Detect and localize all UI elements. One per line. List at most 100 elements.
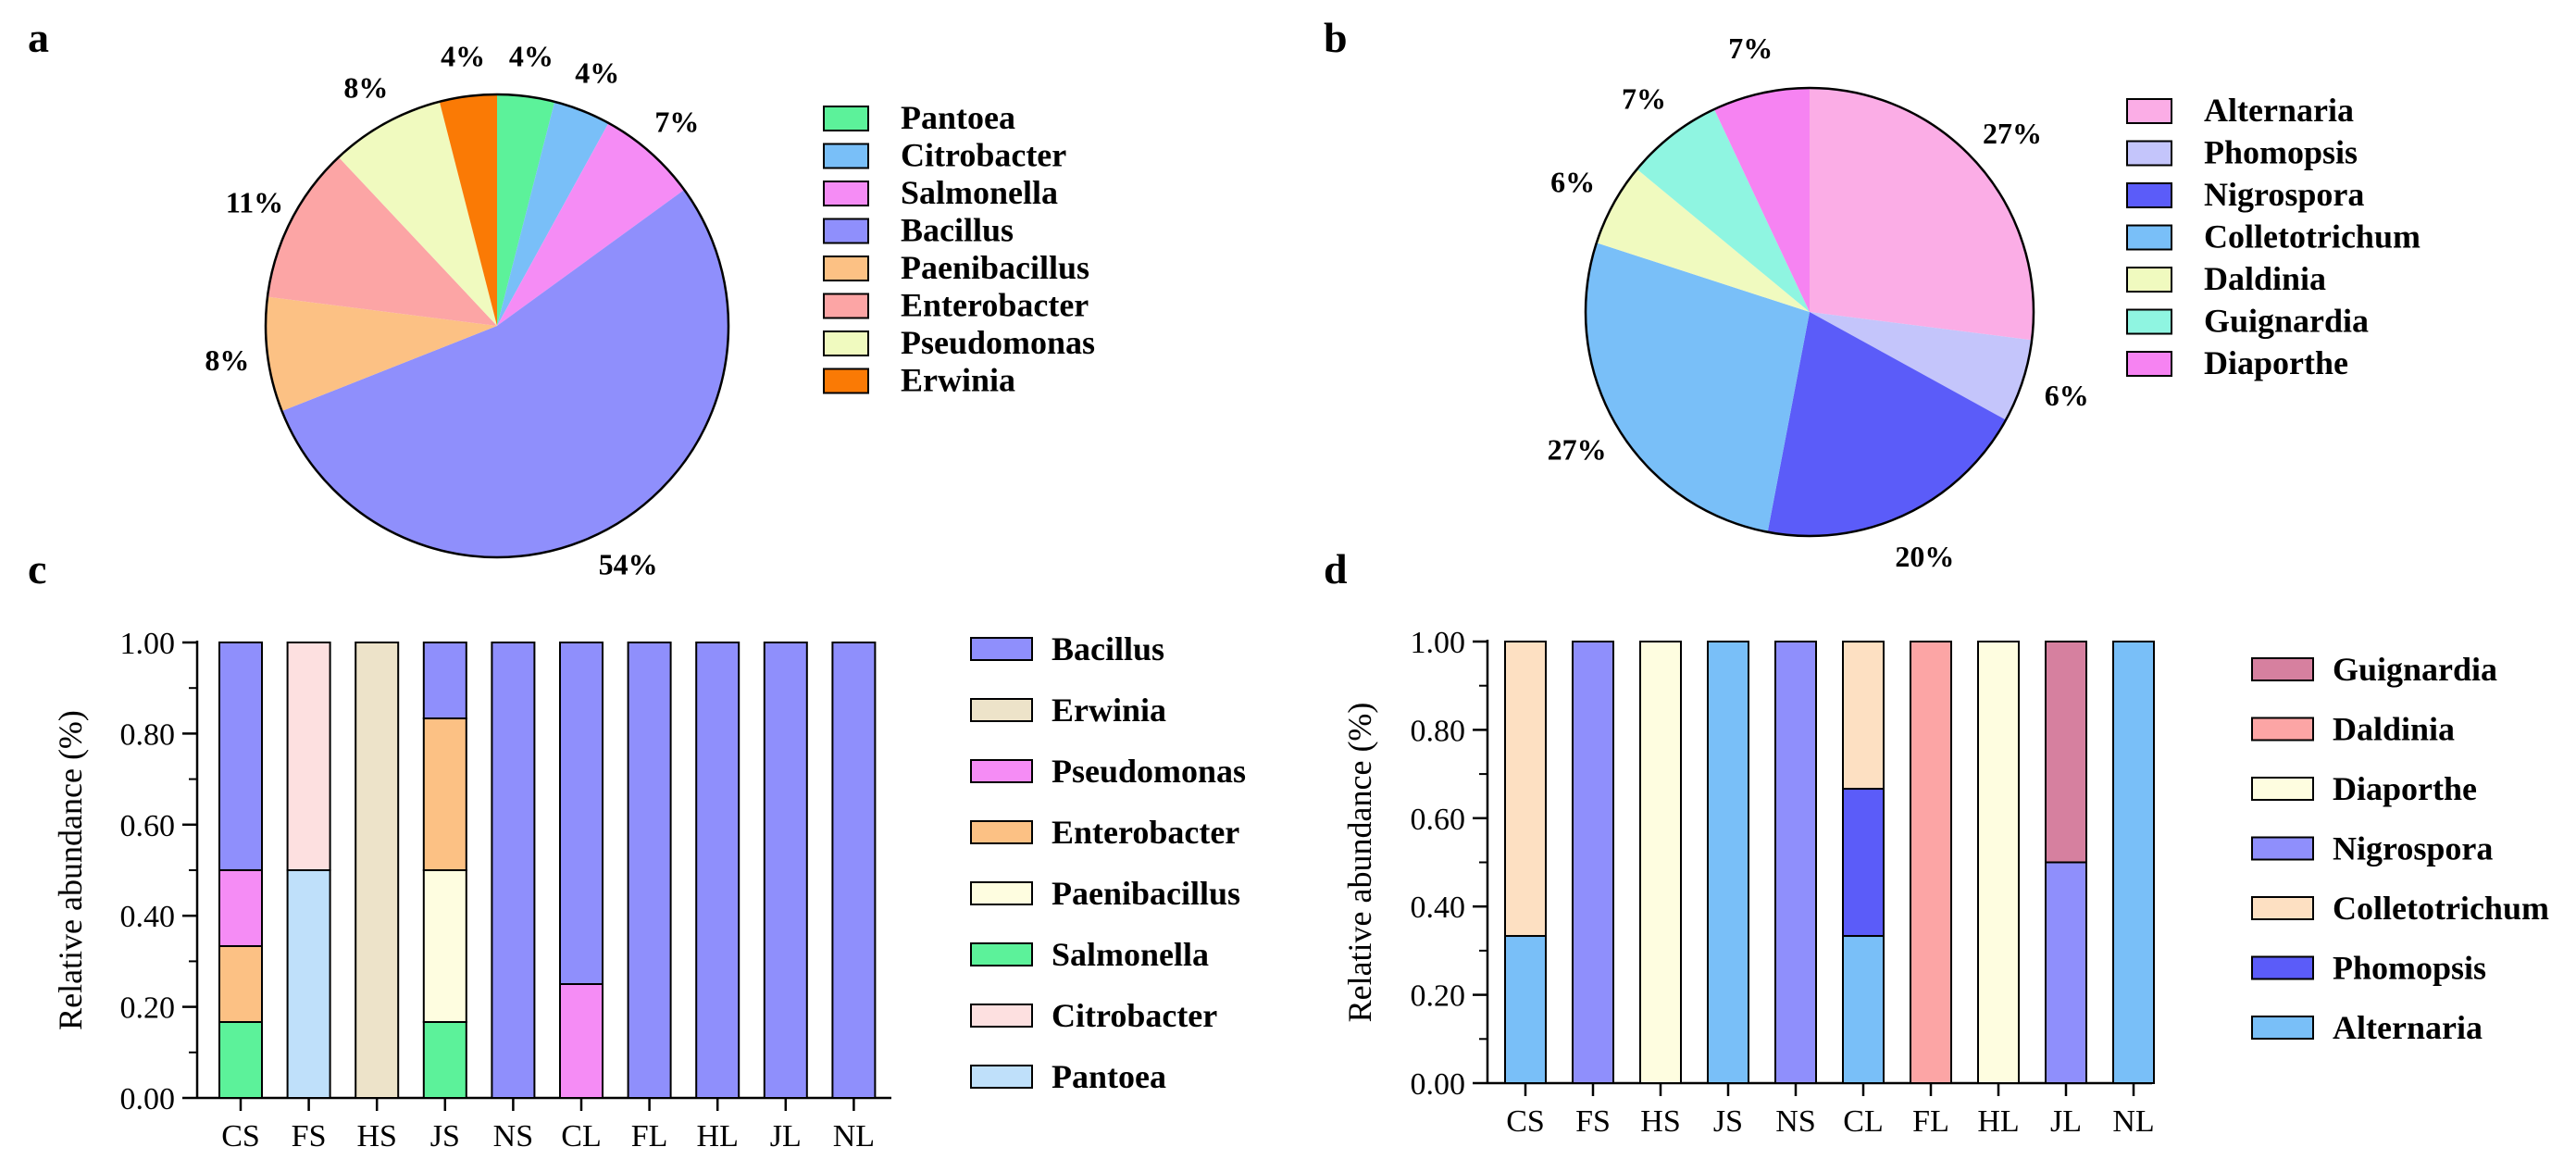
legend-swatch-phomopsis	[2251, 955, 2314, 980]
legend-label-paenibacillus: Paenibacillus	[1052, 875, 1240, 912]
y-tick-label: 0.20	[120, 991, 176, 1026]
bar-segment-bacillus	[763, 642, 808, 1099]
legend-label-diaporthe: Diaporthe	[2333, 770, 2477, 807]
legend-swatch-colletotrichum	[2251, 896, 2314, 920]
y-tick-label: 0.60	[1411, 803, 1466, 837]
legend-label-daldinia: Daldinia	[2333, 711, 2455, 748]
x-tick-label-hs: HS	[356, 1119, 396, 1153]
bar-segment-bacillus	[831, 642, 877, 1099]
pie-data-label-alternaria: 27%	[1983, 117, 2042, 150]
legend-swatch-erwinia	[823, 368, 869, 394]
x-tick-label-fs: FS	[1575, 1104, 1611, 1139]
legend-label-paenibacillus: Paenibacillus	[901, 249, 1089, 286]
pie-data-label-bacillus: 54%	[599, 548, 658, 581]
bar-segment-diaporthe	[1977, 641, 2020, 1084]
legend-swatch-nigrospora	[2251, 836, 2314, 861]
legend-swatch-pantoea	[970, 1065, 1033, 1089]
bar-segment-salmonella	[218, 1020, 263, 1100]
legend-label-citrobacter: Citrobacter	[901, 137, 1066, 174]
pie-data-label-nigrospora: 20%	[1895, 540, 1954, 573]
bar-segment-guignardia	[2045, 641, 2087, 864]
pie-data-label-erwinia: 4%	[441, 39, 485, 72]
legend-label-nigrospora: Nigrospora	[2333, 830, 2493, 867]
bar-segment-phomopsis	[1842, 788, 1885, 938]
stacked-bar-chart-bacteria: 0.00 0.20 0.40 0.60 0.80 1.00 Relative abundan…	[52, 627, 1246, 1153]
pie-data-label-phomopsis: 6%	[2045, 379, 2089, 412]
bar-segment-alternaria	[2112, 641, 2155, 1084]
y-tick-label: 1.00	[1411, 626, 1466, 660]
legend-label-alternaria: Alternaria	[2204, 92, 2354, 129]
legend-label-guignardia: Guignardia	[2333, 651, 2497, 688]
legend-swatch-daldinia	[2126, 267, 2172, 293]
legend-label-alternaria: Alternaria	[2333, 1009, 2483, 1046]
pie-slice-alternaria	[1810, 88, 2034, 341]
pie-slice-pseudomonas	[338, 101, 497, 326]
pie-outline	[264, 93, 730, 559]
x-tick-label-fl: FL	[631, 1119, 668, 1153]
x-tick-label-cs: CS	[221, 1119, 260, 1153]
legend-swatch-bacillus	[823, 218, 869, 244]
y-tick-label: 0.40	[1411, 891, 1466, 925]
pie-slice-salmonella	[497, 122, 685, 326]
x-tick-label-cl: CL	[1843, 1104, 1883, 1139]
pie-data-label-citrobacter: 4%	[575, 56, 619, 90]
bar-segment-nigrospora	[1572, 641, 1614, 1084]
y-tick-label: 0.60	[120, 809, 176, 843]
pie-data-label-pseudomonas: 8%	[343, 70, 388, 104]
panel-label-c: c	[28, 545, 46, 592]
legend-label-daldinia: Daldinia	[2204, 260, 2326, 297]
legend-swatch-alternaria	[2251, 1016, 2314, 1040]
bar-segment-pseudomonas	[559, 983, 604, 1099]
bar-segment-bacillus	[422, 642, 467, 720]
legend-swatch-paenibacillus	[823, 256, 869, 281]
legend-swatch-pantoea	[823, 106, 869, 131]
x-tick-label-ns: NS	[1775, 1104, 1815, 1139]
bar-segment-colletotrichum	[1842, 641, 1885, 791]
stacked-bar-chart-fungi: 0.00 0.20 0.40 0.60 0.80 1.00 Relative abundan…	[1341, 626, 2549, 1139]
bar-segment-alternaria	[1707, 641, 1749, 1084]
pie-slice-daldinia	[1596, 168, 1810, 312]
x-tick-label-hl: HL	[697, 1119, 739, 1153]
legend-label-citrobacter: Citrobacter	[1052, 997, 1217, 1034]
legend-label-salmonella: Salmonella	[901, 174, 1058, 211]
legend-label-salmonella: Salmonella	[1052, 936, 1209, 973]
legend-label-enterobacter: Enterobacter	[1052, 814, 1239, 851]
x-tick-label-fs: FS	[292, 1119, 327, 1153]
x-tick-label-cl: CL	[561, 1119, 601, 1153]
bar-segment-bacillus	[218, 641, 263, 871]
legend-label-phomopsis: Phomopsis	[2204, 134, 2358, 171]
legend-label-pantoea: Pantoea	[901, 99, 1015, 136]
pie-data-label-diaporthe: 7%	[1728, 31, 1773, 65]
pie-data-label-pantoea: 4%	[509, 39, 554, 72]
bar-segment-paenibacillus	[422, 869, 467, 1023]
pie-slice-pantoea	[497, 94, 555, 326]
pie-slice-diaporthe	[1713, 88, 1810, 312]
bar-segment-bacillus	[559, 642, 604, 985]
bar-segment-nigrospora	[1774, 641, 1817, 1084]
legend-swatch-citrobacter	[970, 1004, 1033, 1028]
x-tick-label-jl: JL	[770, 1119, 802, 1153]
bar-segment-salmonella	[422, 1020, 467, 1100]
bar-segment-alternaria	[1842, 935, 1885, 1085]
x-tick-label-fl: FL	[1912, 1104, 1949, 1139]
pie-data-label-colletotrichum: 27%	[1548, 433, 1607, 467]
legend-label-bacillus: Bacillus	[1052, 630, 1164, 667]
pie-slice-nigrospora	[1767, 312, 2007, 536]
panel-label-b: b	[1324, 14, 1348, 61]
legend-swatch-diaporthe	[2251, 777, 2314, 801]
pie-chart-bacteria: 4% 4% 7% 54% 8% 11% 8% 4% PantoeaCitrobacterSalm…	[205, 39, 1095, 580]
legend-swatch-erwinia	[970, 698, 1033, 722]
pie-slice-enterobacter	[267, 156, 497, 326]
bar-segment-erwinia	[355, 642, 400, 1099]
legend-swatch-colletotrichum	[2126, 224, 2172, 251]
y-tick-label: 0.00	[120, 1082, 176, 1116]
bar-segment-bacillus	[627, 642, 672, 1099]
x-tick-label-nl: NL	[833, 1119, 875, 1153]
legend-swatch-pseudomonas	[970, 759, 1033, 783]
legend-swatch-enterobacter	[823, 293, 869, 319]
x-tick-label-js: JS	[1713, 1104, 1743, 1139]
pie-data-label-paenibacillus: 8%	[205, 343, 249, 377]
legend-swatch-phomopsis	[2126, 140, 2172, 167]
legend-swatch-guignardia	[2126, 308, 2172, 335]
